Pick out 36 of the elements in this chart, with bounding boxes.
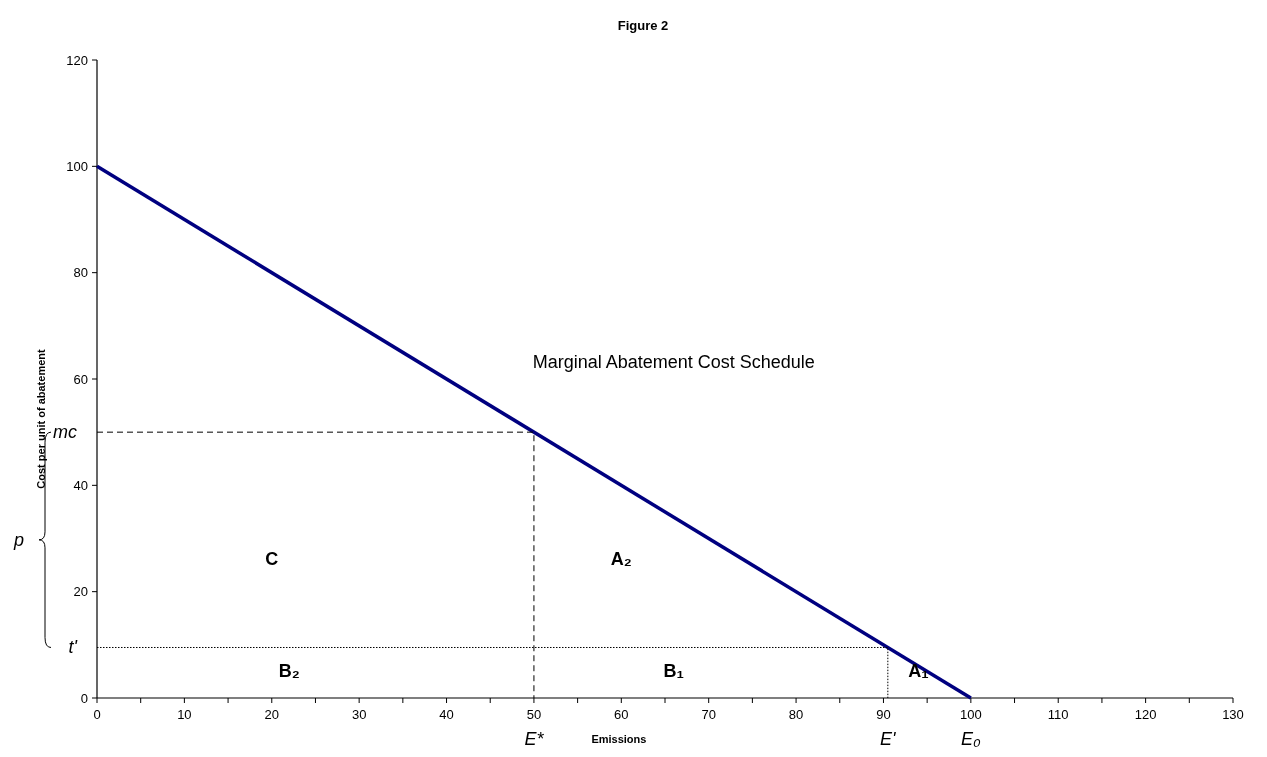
y-axis-title: Cost per unit of abatement <box>35 348 47 489</box>
text: t' <box>68 637 78 658</box>
annotation: B₁ <box>663 660 684 681</box>
x-tick-label: 120 <box>1134 707 1157 722</box>
y-tick-label: 80 <box>73 265 88 281</box>
text: E* <box>524 729 545 749</box>
x-tick-label: 110 <box>1047 707 1069 722</box>
annotation: A₂ <box>610 549 632 570</box>
y-tick-label: 120 <box>66 52 88 68</box>
y-tick-label: 0 <box>80 690 88 706</box>
x-tick-label: 40 <box>439 707 454 722</box>
x-tick-label: 30 <box>351 707 367 722</box>
x-tick-label: 10 <box>177 707 192 722</box>
y-tick-label: 40 <box>73 477 88 493</box>
x-tick-label: 100 <box>959 707 982 722</box>
text: E₀ <box>961 729 982 749</box>
x-tick-label: 50 <box>526 707 542 722</box>
x-tick-label: 70 <box>701 707 716 722</box>
x-tick-label: 0 <box>93 707 101 722</box>
annotation: Marginal Abatement Cost Schedule <box>532 352 815 373</box>
text: p <box>12 529 25 550</box>
y-tick-label: 20 <box>73 584 88 600</box>
y-tick-label: 100 <box>66 158 88 174</box>
y-tick-label: 60 <box>73 371 88 387</box>
x-tick-label: 60 <box>614 707 629 722</box>
x-tick-label: 80 <box>788 707 804 722</box>
annotation: B₂ <box>278 660 300 681</box>
text: mc <box>53 422 77 443</box>
x-tick-label: 90 <box>876 707 891 722</box>
x-tick-label: 130 <box>1222 707 1244 722</box>
chart-title: Figure 2 <box>617 18 669 33</box>
text: E' <box>880 729 897 749</box>
x-axis-title: Emissions <box>591 733 647 745</box>
annotation: C <box>265 549 279 570</box>
annotation: A₁ <box>908 660 929 681</box>
x-tick-label: 20 <box>264 707 279 722</box>
